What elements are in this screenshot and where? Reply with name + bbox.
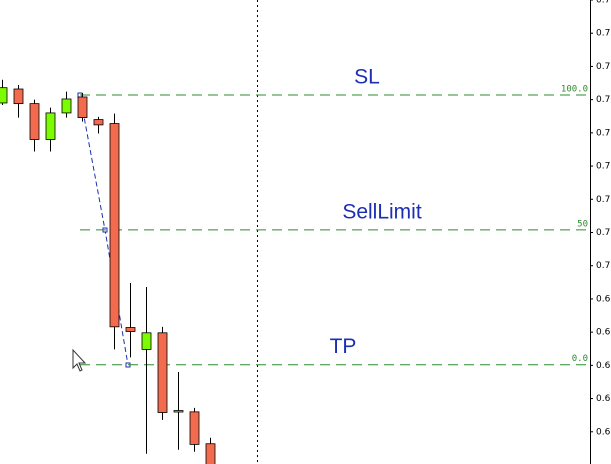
y-tick-label: 0.69: [596, 361, 611, 371]
candle-body: [45, 112, 56, 140]
y-tick-label: 0.70: [596, 29, 611, 39]
y-tick-label: 0.70: [596, 261, 611, 271]
candle-body: [173, 410, 184, 413]
fibo-level-name: SL: [354, 66, 380, 89]
candle-body: [141, 332, 152, 350]
y-tick-label: 0.70: [596, 195, 611, 205]
fibo-level-label: 100.0: [561, 84, 588, 94]
candle-body: [13, 88, 24, 105]
candle-body: [157, 332, 168, 413]
y-tick-label: 0.69: [596, 394, 611, 404]
candle-body: [93, 119, 104, 126]
fibo-level-name: TP: [330, 335, 357, 358]
fibo-level-label: 0.0: [572, 354, 588, 364]
y-tick-label: 0.69: [596, 427, 611, 437]
fibo-level-label: 50: [577, 219, 588, 229]
candle-body: [189, 411, 200, 445]
y-tick-label: 0.69: [596, 328, 611, 338]
candle-body: [125, 327, 136, 332]
candle-body: [0, 87, 8, 104]
mouse-cursor: [72, 348, 87, 372]
y-tick-label: 0.70: [596, 0, 611, 6]
y-tick-label: 0.70: [596, 62, 611, 72]
candle-body: [205, 443, 216, 464]
y-tick-label: 0.70: [596, 128, 611, 138]
y-tick-label: 0.70: [596, 95, 611, 105]
candle-body: [61, 98, 72, 114]
y-tick-label: 0.69: [596, 294, 611, 304]
fibo-level-name: SellLimit: [342, 200, 422, 223]
y-tick-label: 0.70: [596, 228, 611, 238]
candle-body: [29, 103, 40, 140]
candle-body: [77, 96, 88, 118]
candle-body: [109, 123, 120, 328]
y-tick-label: 0.70: [596, 162, 611, 172]
